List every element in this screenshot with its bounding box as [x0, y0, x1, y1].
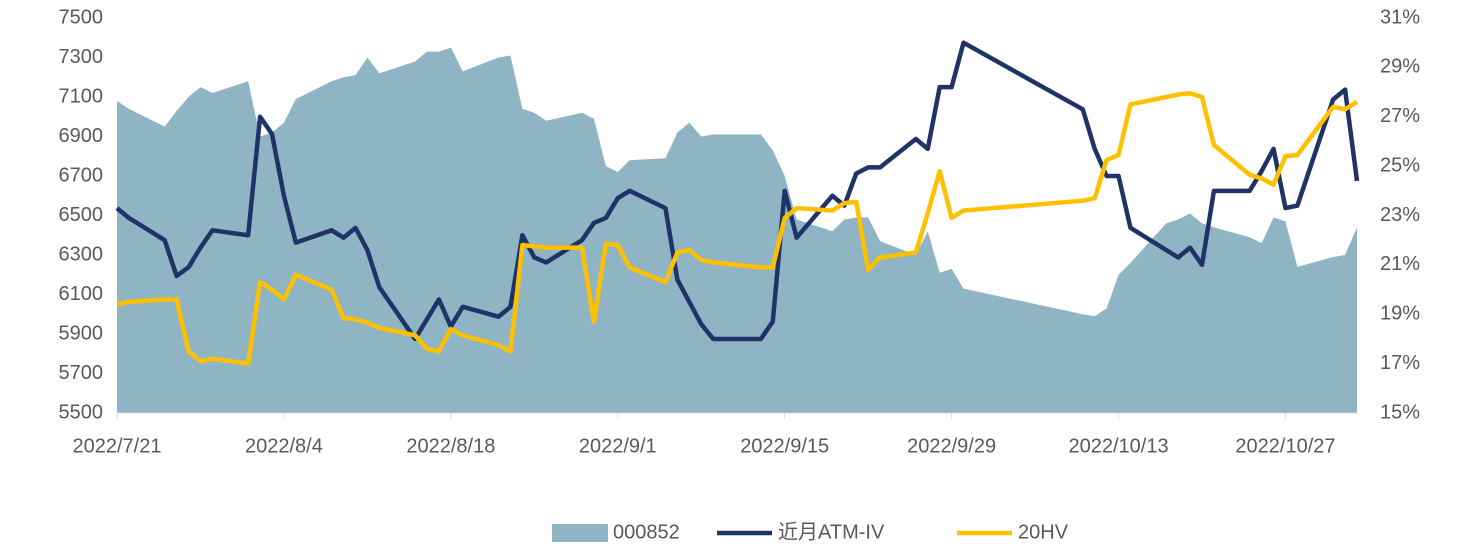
y2-tick-label: 29% — [1380, 56, 1420, 78]
y2-tick-label: 17% — [1380, 352, 1420, 374]
y-tick-label: 7300 — [59, 46, 104, 68]
y2-tick-label: 21% — [1380, 253, 1420, 275]
y-tick-label: 7500 — [59, 6, 104, 28]
legend-swatch — [552, 524, 608, 542]
area — [117, 47, 1357, 413]
y2-tick-label: 25% — [1380, 154, 1420, 176]
x-tick-label: 2022/9/15 — [740, 435, 829, 457]
y-tick-label: 6300 — [59, 243, 104, 265]
y2-tick-label: 27% — [1380, 105, 1420, 127]
y2-tick-label: 15% — [1380, 401, 1420, 423]
y-tick-label: 7100 — [59, 85, 104, 107]
x-tick-label: 2022/8/4 — [245, 435, 323, 457]
legend-label: 000852 — [613, 521, 680, 543]
y-tick-label: 5900 — [59, 322, 104, 344]
y2-tick-label: 23% — [1380, 204, 1420, 226]
x-tick-label: 2022/10/27 — [1235, 435, 1335, 457]
legend-label: 近月ATM-IV — [778, 520, 885, 543]
legend-label: 20HV — [1018, 521, 1069, 543]
y-tick-label: 6700 — [59, 164, 104, 186]
y-tick-label: 5700 — [59, 362, 104, 384]
x-tick-label: 2022/9/1 — [579, 435, 657, 457]
y-tick-label: 6900 — [59, 125, 104, 147]
x-tick-label: 2022/10/13 — [1068, 435, 1168, 457]
x-tick-label: 2022/9/29 — [907, 435, 996, 457]
y-tick-label: 5500 — [59, 401, 104, 423]
y2-tick-label: 31% — [1380, 6, 1420, 28]
line — [115, 40, 1360, 342]
y-tick-label: 6500 — [59, 204, 104, 226]
y2-tick-label: 19% — [1380, 303, 1420, 325]
y-tick-label: 6100 — [59, 283, 104, 305]
line — [116, 91, 1359, 366]
x-tick-label: 2022/7/21 — [73, 435, 162, 457]
x-tick-label: 2022/8/18 — [406, 435, 495, 457]
